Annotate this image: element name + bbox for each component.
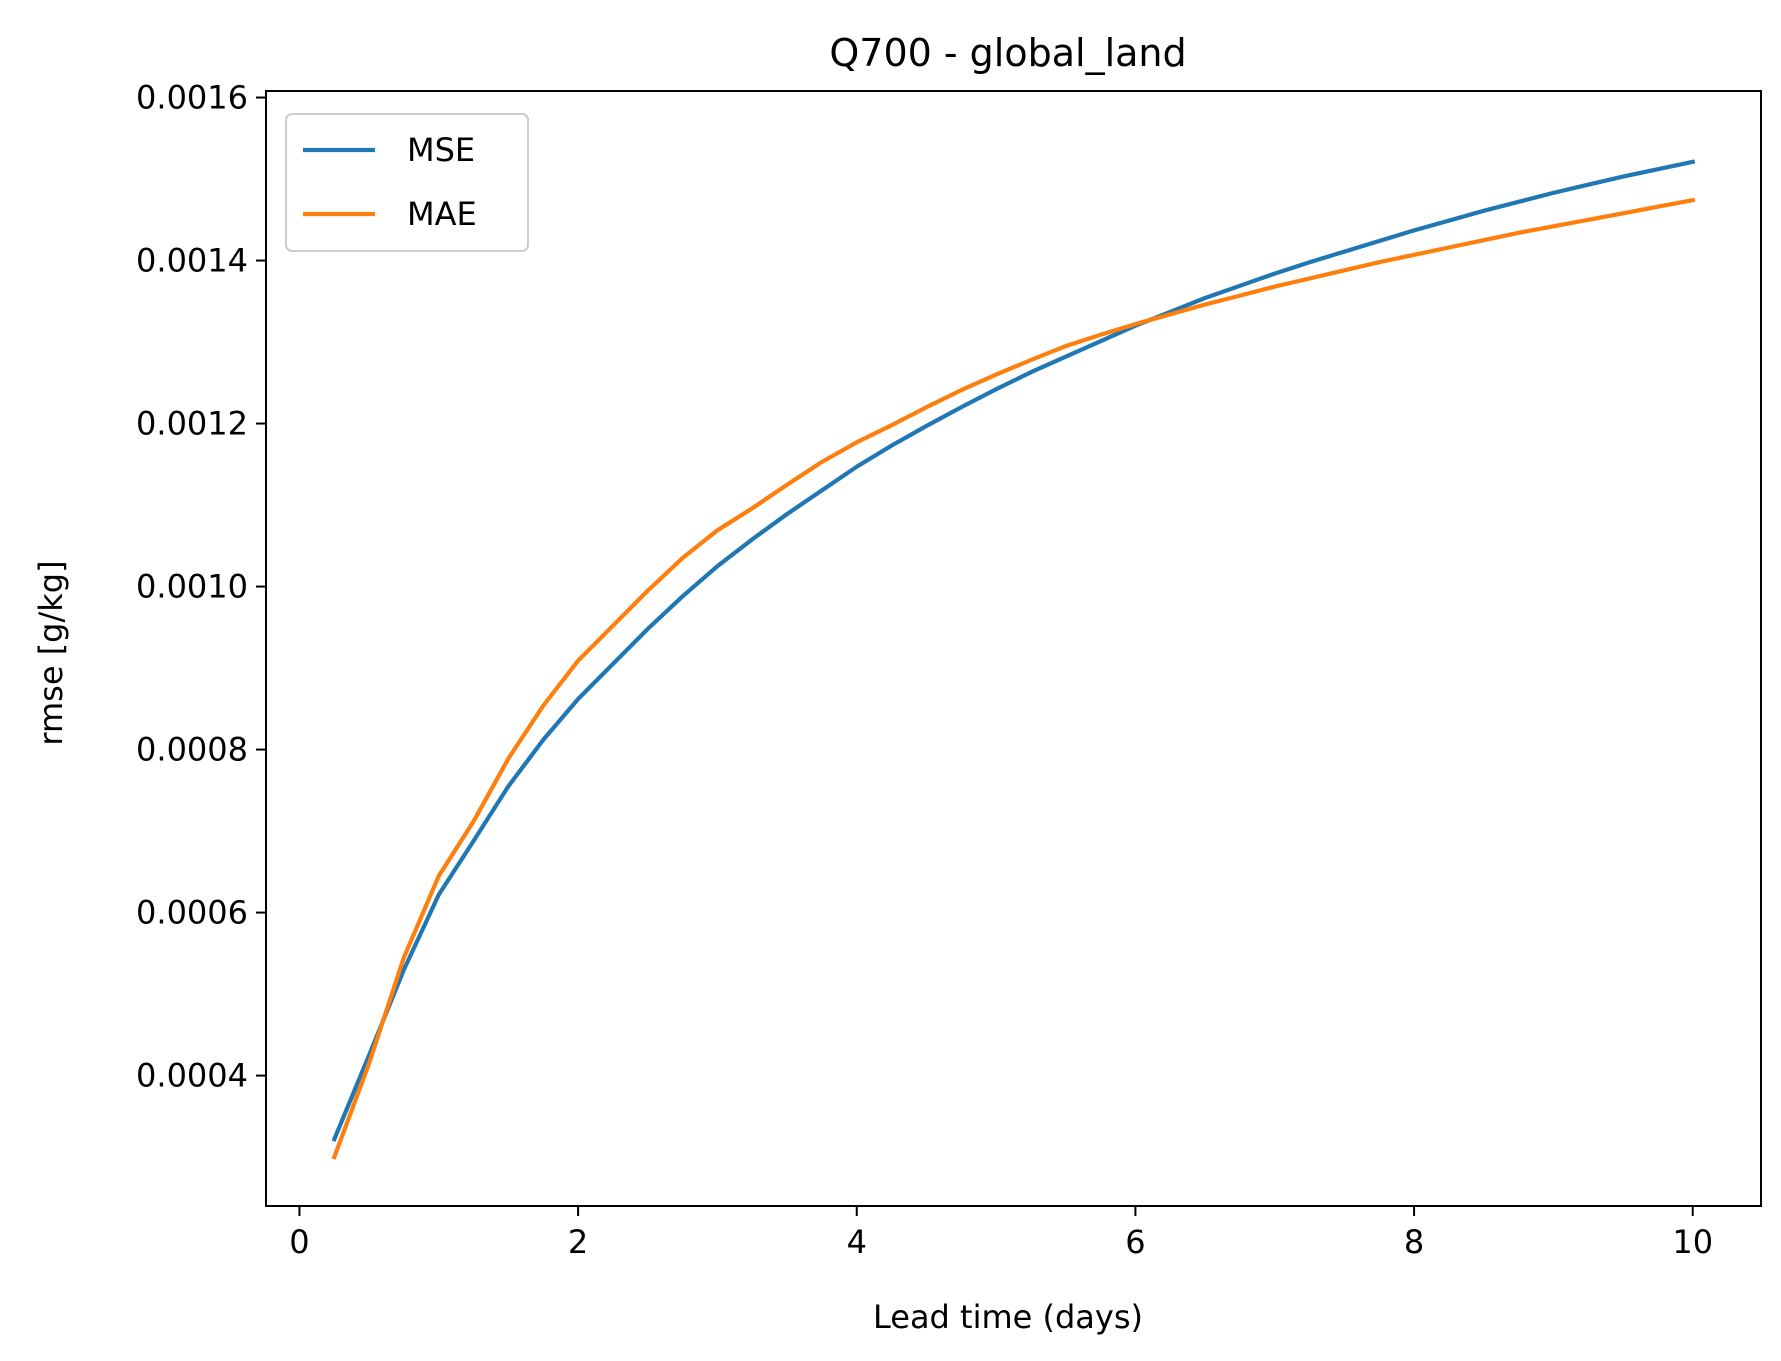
chart-title: Q700 - global_land: [829, 31, 1186, 75]
x-tick-label: 6: [1125, 1223, 1145, 1261]
legend-label-mse: MSE: [407, 131, 475, 169]
y-tick-label: 0.0014: [136, 242, 248, 280]
legend-label-mae: MAE: [407, 195, 477, 233]
y-tick-label: 0.0010: [136, 568, 248, 606]
y-tick-label: 0.0016: [136, 79, 248, 117]
y-tick-label: 0.0004: [136, 1057, 248, 1095]
x-tick-label: 4: [847, 1223, 867, 1261]
x-axis-label: Lead time (days): [873, 1298, 1143, 1336]
x-tick-label: 10: [1672, 1223, 1713, 1261]
plot-frame: [265, 90, 1762, 1207]
x-tick-label: 2: [568, 1223, 588, 1261]
series-line-mae: [331, 197, 1696, 1160]
plot-area: 0 2 4 6 8 10 0.0004 0.0006 0.0008 0.0010 0.0012 0.0…: [136, 79, 1762, 1261]
series-line-mse: [331, 159, 1696, 1142]
y-tick-label: 0.0008: [136, 731, 248, 769]
x-tick-label: 0: [289, 1223, 309, 1261]
y-tick-label: 0.0006: [136, 894, 248, 932]
x-tick-label: 8: [1404, 1223, 1424, 1261]
y-tick-label: 0.0012: [136, 405, 248, 443]
y-axis-label: rmse [g/kg]: [32, 560, 70, 745]
